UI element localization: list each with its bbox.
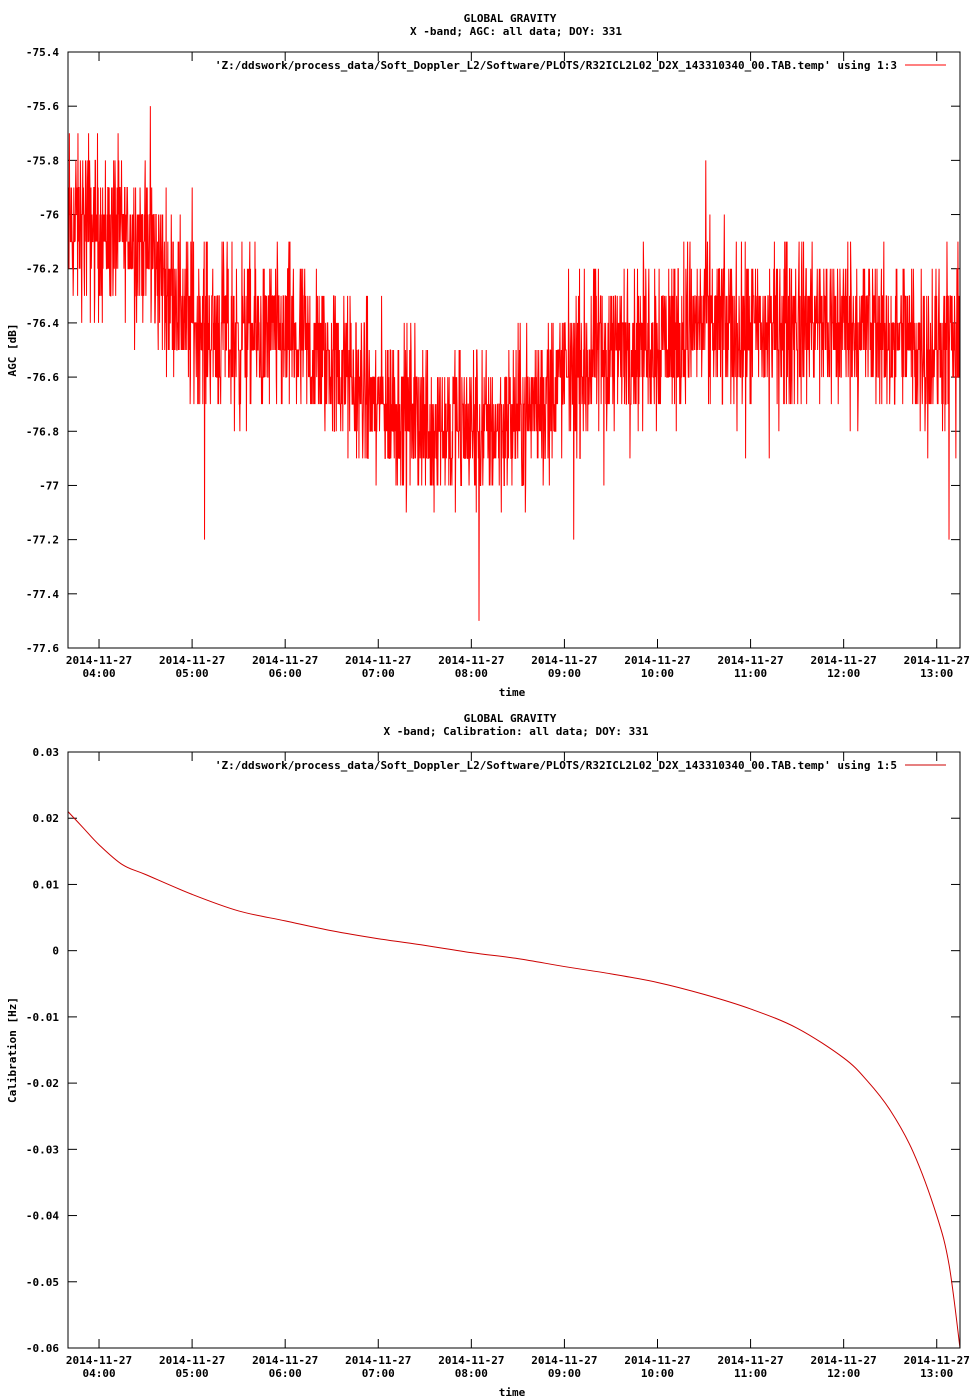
- x-tick-date-label: 2014-11-27: [252, 1354, 318, 1367]
- x-tick-time-label: 12:00: [827, 1367, 860, 1380]
- agc-chart-subtitle: X -band; AGC: all data; DOY: 331: [410, 25, 622, 38]
- x-tick-date-label: 2014-11-27: [531, 654, 597, 667]
- agc-x-axis-label: time: [499, 686, 526, 699]
- y-tick-label: -0.05: [26, 1276, 59, 1289]
- y-tick-label: -75.8: [26, 154, 59, 167]
- x-tick-date-label: 2014-11-27: [438, 654, 504, 667]
- x-tick-date-label: 2014-11-27: [811, 1354, 877, 1367]
- calibration-x-ticks: 2014-11-2704:002014-11-2705:002014-11-27…: [66, 752, 970, 1380]
- x-tick-time-label: 09:00: [548, 1367, 581, 1380]
- y-tick-label: -75.4: [26, 46, 59, 59]
- y-tick-label: -77.6: [26, 642, 59, 655]
- x-tick-time-label: 12:00: [827, 667, 860, 680]
- y-tick-label: 0.03: [33, 746, 60, 759]
- x-tick-time-label: 10:00: [641, 1367, 674, 1380]
- agc-legend-label: 'Z:/ddswork/process_data/Soft_Doppler_L2…: [215, 59, 897, 72]
- y-tick-label: 0.01: [33, 878, 60, 891]
- agc-y-axis-label: AGC [dB]: [6, 324, 19, 377]
- x-tick-date-label: 2014-11-27: [252, 654, 318, 667]
- x-tick-time-label: 05:00: [176, 667, 209, 680]
- y-tick-label: -76.4: [26, 317, 59, 330]
- y-tick-label: 0.02: [33, 812, 60, 825]
- x-tick-time-label: 08:00: [455, 667, 488, 680]
- x-tick-time-label: 13:00: [920, 1367, 953, 1380]
- x-tick-time-label: 04:00: [82, 1367, 115, 1380]
- x-tick-date-label: 2014-11-27: [345, 1354, 411, 1367]
- x-tick-date-label: 2014-11-27: [904, 1354, 970, 1367]
- calibration-y-axis-label: Calibration [Hz]: [6, 997, 19, 1103]
- agc-chart: GLOBAL GRAVITY X -band; AGC: all data; D…: [6, 12, 970, 699]
- agc-plot-frame: [67, 51, 961, 649]
- calibration-legend-label: 'Z:/ddswork/process_data/Soft_Doppler_L2…: [215, 759, 897, 772]
- x-tick-time-label: 06:00: [269, 1367, 302, 1380]
- calibration-y-ticks: 0.03 0.02 0.01 0 -0.01 -0.02 -0.03 -0.04 -0.05 -0…: [26, 746, 960, 1355]
- x-tick-date-label: 2014-11-27: [904, 654, 970, 667]
- x-tick-date-label: 2014-11-27: [345, 654, 411, 667]
- x-tick-date-label: 2014-11-27: [624, 654, 690, 667]
- x-tick-time-label: 13:00: [920, 667, 953, 680]
- x-tick-date-label: 2014-11-27: [438, 1354, 504, 1367]
- y-tick-label: -75.6: [26, 100, 59, 113]
- x-tick-time-label: 07:00: [362, 1367, 395, 1380]
- calibration-x-axis-label: time: [499, 1386, 526, 1399]
- calibration-series: [67, 811, 961, 1349]
- agc-y-ticks: -75.4 -75.6 -75.8 -76 -76.2 -76.4 -76.6 -76.8 -7…: [26, 46, 960, 655]
- x-tick-time-label: 08:00: [455, 1367, 488, 1380]
- y-tick-label: -76.6: [26, 371, 59, 384]
- y-tick-label: -77.4: [26, 588, 59, 601]
- y-tick-label: -76: [39, 209, 59, 222]
- agc-series: [67, 106, 961, 621]
- y-tick-label: -0.06: [26, 1342, 59, 1355]
- agc-x-ticks: 2014-11-2704:002014-11-2705:002014-11-27…: [66, 52, 970, 680]
- y-tick-label: -0.02: [26, 1077, 59, 1090]
- calibration-chart: GLOBAL GRAVITY X -band; Calibration: all…: [6, 712, 970, 1399]
- x-tick-date-label: 2014-11-27: [66, 1354, 132, 1367]
- x-tick-time-label: 11:00: [734, 667, 767, 680]
- x-tick-date-label: 2014-11-27: [66, 654, 132, 667]
- agc-series-line: [67, 106, 961, 621]
- x-tick-time-label: 09:00: [548, 667, 581, 680]
- calibration-chart-subtitle: X -band; Calibration: all data; DOY: 331: [384, 725, 649, 738]
- x-tick-date-label: 2014-11-27: [717, 654, 783, 667]
- x-tick-time-label: 06:00: [269, 667, 302, 680]
- calibration-series-line: [67, 811, 961, 1349]
- x-tick-date-label: 2014-11-27: [159, 1354, 225, 1367]
- x-tick-time-label: 10:00: [641, 667, 674, 680]
- x-tick-date-label: 2014-11-27: [531, 1354, 597, 1367]
- agc-chart-title: GLOBAL GRAVITY: [464, 12, 557, 25]
- x-tick-date-label: 2014-11-27: [811, 654, 877, 667]
- x-tick-time-label: 04:00: [82, 667, 115, 680]
- y-tick-label: -76.2: [26, 263, 59, 276]
- y-tick-label: 0: [52, 945, 59, 958]
- y-tick-label: -77: [39, 479, 59, 492]
- y-tick-label: -0.01: [26, 1011, 59, 1024]
- y-tick-label: -0.03: [26, 1143, 59, 1156]
- x-tick-date-label: 2014-11-27: [159, 654, 225, 667]
- y-tick-label: -0.04: [26, 1210, 59, 1223]
- x-tick-date-label: 2014-11-27: [624, 1354, 690, 1367]
- x-tick-time-label: 07:00: [362, 667, 395, 680]
- y-tick-label: -76.8: [26, 425, 59, 438]
- calibration-chart-title: GLOBAL GRAVITY: [464, 712, 557, 725]
- x-tick-date-label: 2014-11-27: [717, 1354, 783, 1367]
- x-tick-time-label: 05:00: [176, 1367, 209, 1380]
- calibration-plot-frame: [67, 751, 961, 1349]
- y-tick-label: -77.2: [26, 534, 59, 547]
- x-tick-time-label: 11:00: [734, 1367, 767, 1380]
